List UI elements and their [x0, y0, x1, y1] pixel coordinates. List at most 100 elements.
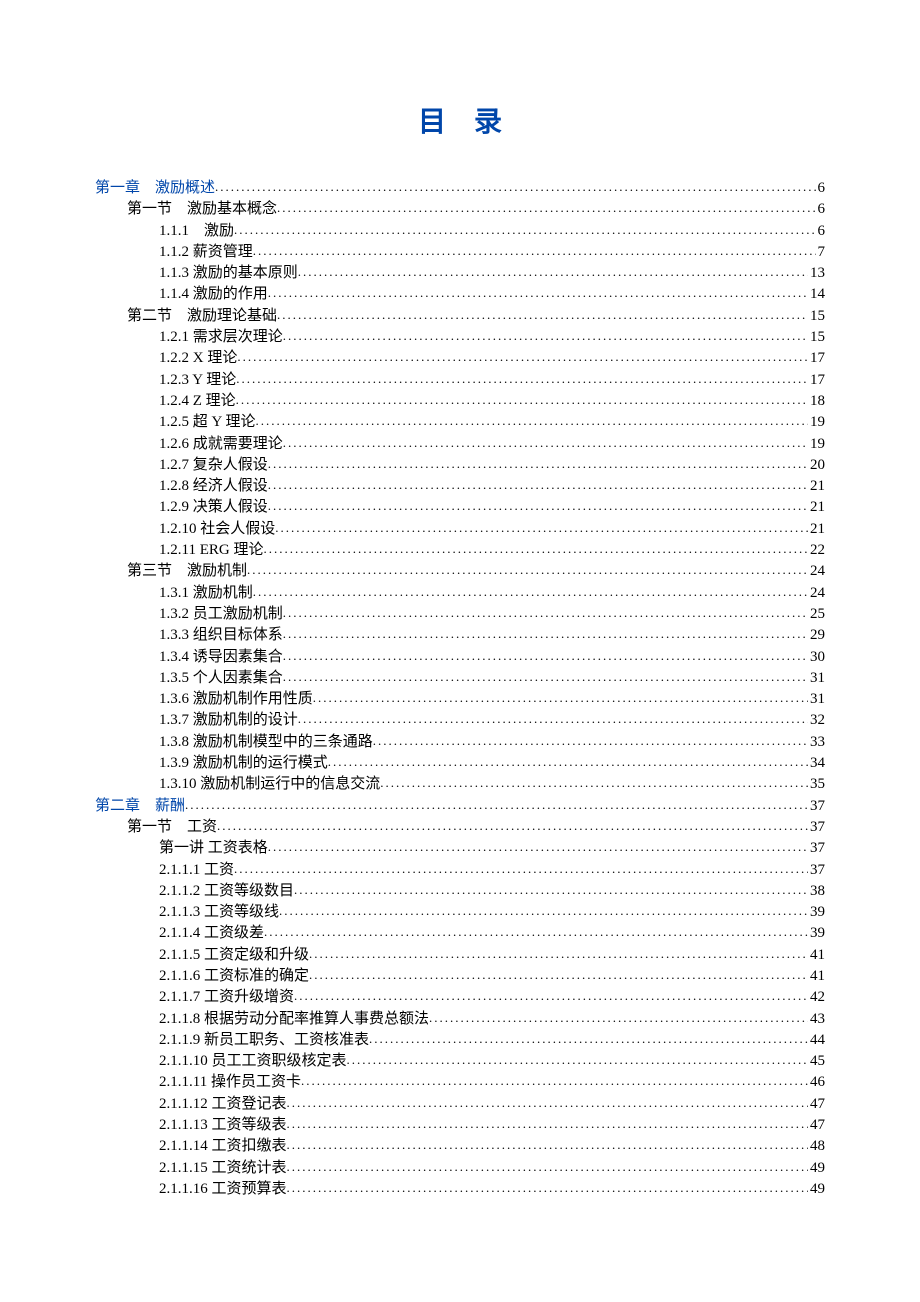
toc-entry[interactable]: 2.1.1.4 工资级差39	[95, 923, 825, 944]
toc-leader-dots	[283, 604, 808, 622]
toc-label: 2.1.1.6 工资标准的确定	[159, 966, 309, 987]
toc-page-number: 31	[808, 668, 825, 689]
toc-entry[interactable]: 2.1.1.5 工资定级和升级41	[95, 945, 825, 966]
toc-leader-dots	[294, 987, 808, 1005]
toc-label: 1.2.9 决策人假设	[159, 497, 268, 518]
toc-label: 1.1.4 激励的作用	[159, 284, 268, 305]
toc-label: 1.3.7 激励机制的设计	[159, 710, 298, 731]
toc-page-number: 17	[808, 348, 825, 369]
toc-leader-dots	[275, 519, 808, 537]
toc-page-number: 21	[808, 519, 825, 540]
toc-label: 1.2.4 Z 理论	[159, 391, 236, 412]
toc-entry[interactable]: 1.1.1 激励6	[95, 221, 825, 242]
toc-leader-dots	[298, 263, 808, 281]
toc-entry[interactable]: 第二节 激励理论基础15	[95, 306, 825, 327]
toc-entry[interactable]: 2.1.1.15 工资统计表49	[95, 1158, 825, 1179]
toc-leader-dots	[253, 242, 816, 260]
toc-label: 2.1.1.9 新员工职务、工资核准表	[159, 1030, 369, 1051]
toc-entry[interactable]: 1.2.4 Z 理论18	[95, 391, 825, 412]
toc-page-number: 24	[808, 583, 825, 604]
toc-entry[interactable]: 1.3.4 诱导因素集合30	[95, 647, 825, 668]
toc-entry[interactable]: 2.1.1.14 工资扣缴表48	[95, 1136, 825, 1157]
toc-entry[interactable]: 1.2.11 ERG 理论22	[95, 540, 825, 561]
toc-page-number: 6	[816, 199, 826, 220]
toc-label: 第三节 激励机制	[127, 561, 247, 582]
toc-leader-dots	[380, 774, 808, 792]
toc-page-number: 37	[808, 796, 825, 817]
toc-entry[interactable]: 1.3.6 激励机制作用性质31	[95, 689, 825, 710]
toc-entry[interactable]: 1.2.1 需求层次理论15	[95, 327, 825, 348]
toc-entry[interactable]: 1.1.4 激励的作用14	[95, 284, 825, 305]
toc-entry[interactable]: 1.2.3 Y 理论17	[95, 370, 825, 391]
toc-page-number: 20	[808, 455, 825, 476]
toc-label: 2.1.1.1 工资	[159, 860, 234, 881]
toc-entry[interactable]: 第一讲 工资表格37	[95, 838, 825, 859]
toc-entry[interactable]: 第一节 激励基本概念6	[95, 199, 825, 220]
toc-label: 1.3.2 员工激励机制	[159, 604, 283, 625]
toc-entry[interactable]: 1.2.5 超 Y 理论19	[95, 412, 825, 433]
toc-entry[interactable]: 1.3.3 组织目标体系29	[95, 625, 825, 646]
toc-entry[interactable]: 2.1.1.16 工资预算表49	[95, 1179, 825, 1200]
toc-entry[interactable]: 2.1.1.7 工资升级增资 42	[95, 987, 825, 1008]
toc-leader-dots	[268, 455, 808, 473]
toc-page-number: 7	[816, 242, 826, 263]
toc-page-number: 19	[808, 412, 825, 433]
toc-leader-dots	[298, 710, 808, 728]
toc-entry[interactable]: 1.2.7 复杂人假设20	[95, 455, 825, 476]
page-title: 目录	[95, 100, 825, 140]
toc-entry[interactable]: 1.1.3 激励的基本原则13	[95, 263, 825, 284]
toc-page-number: 49	[808, 1158, 825, 1179]
toc-entry[interactable]: 第三节 激励机制24	[95, 561, 825, 582]
toc-leader-dots	[347, 1051, 808, 1069]
toc-page-number: 37	[808, 838, 825, 859]
toc-label: 2.1.1.4 工资级差	[159, 923, 264, 944]
toc-leader-dots	[309, 945, 808, 963]
toc-page-number: 44	[808, 1030, 825, 1051]
toc-entry[interactable]: 2.1.1.11 操作员工资卡46	[95, 1072, 825, 1093]
toc-label: 2.1.1.7 工资升级增资	[159, 987, 294, 1008]
toc-entry[interactable]: 1.2.8 经济人假设21	[95, 476, 825, 497]
toc-entry[interactable]: 1.2.2 X 理论17	[95, 348, 825, 369]
toc-entry[interactable]: 第一章 激励概述6	[95, 178, 825, 199]
toc-entry[interactable]: 第二章 薪酬37	[95, 796, 825, 817]
toc-entry[interactable]: 1.2.10 社会人假设21	[95, 519, 825, 540]
toc-label: 1.2.6 成就需要理论	[159, 434, 283, 455]
toc-label: 1.1.2 薪资管理	[159, 242, 253, 263]
toc-leader-dots	[236, 370, 808, 388]
toc-entry[interactable]: 1.2.6 成就需要理论19	[95, 434, 825, 455]
toc-page-number: 35	[808, 774, 825, 795]
toc-label: 1.2.1 需求层次理论	[159, 327, 283, 348]
toc-entry[interactable]: 2.1.1.2 工资等级数目38	[95, 881, 825, 902]
toc-entry[interactable]: 1.3.2 员工激励机制25	[95, 604, 825, 625]
toc-entry[interactable]: 2.1.1.1 工资 37	[95, 860, 825, 881]
toc-leader-dots	[268, 284, 808, 302]
toc-entry[interactable]: 2.1.1.10 员工工资职级核定表45	[95, 1051, 825, 1072]
toc-page-number: 31	[808, 689, 825, 710]
toc-entry[interactable]: 2.1.1.12 工资登记表47	[95, 1094, 825, 1115]
toc-entry[interactable]: 2.1.1.8 根据劳动分配率推算人事费总额法43	[95, 1009, 825, 1030]
toc-page-number: 47	[808, 1115, 825, 1136]
toc-entry[interactable]: 1.3.5 个人因素集合31	[95, 668, 825, 689]
toc-page-number: 42	[808, 987, 825, 1008]
toc-entry[interactable]: 1.3.7 激励机制的设计32	[95, 710, 825, 731]
toc-entry[interactable]: 1.3.1 激励机制24	[95, 583, 825, 604]
toc-entry[interactable]: 2.1.1.6 工资标准的确定41	[95, 966, 825, 987]
toc-entry[interactable]: 2.1.1.9 新员工职务、工资核准表 44	[95, 1030, 825, 1051]
toc-page-number: 15	[808, 306, 825, 327]
toc-entry[interactable]: 2.1.1.13 工资等级表47	[95, 1115, 825, 1136]
toc-page-number: 17	[808, 370, 825, 391]
toc-page-number: 37	[808, 860, 825, 881]
toc-entry[interactable]: 1.3.9 激励机制的运行模式34	[95, 753, 825, 774]
toc-leader-dots	[287, 1136, 808, 1154]
toc-entry[interactable]: 2.1.1.3 工资等级线39	[95, 902, 825, 923]
toc-leader-dots	[283, 327, 808, 345]
toc-entry[interactable]: 1.2.9 决策人假设21	[95, 497, 825, 518]
toc-leader-dots	[215, 178, 815, 196]
toc-entry[interactable]: 1.1.2 薪资管理 7	[95, 242, 825, 263]
toc-leader-dots	[369, 1030, 808, 1048]
toc-label: 1.3.10 激励机制运行中的信息交流	[159, 774, 380, 795]
toc-entry[interactable]: 第一节 工资37	[95, 817, 825, 838]
toc-leader-dots	[264, 923, 808, 941]
toc-entry[interactable]: 1.3.10 激励机制运行中的信息交流 35	[95, 774, 825, 795]
toc-entry[interactable]: 1.3.8 激励机制模型中的三条通路33	[95, 732, 825, 753]
